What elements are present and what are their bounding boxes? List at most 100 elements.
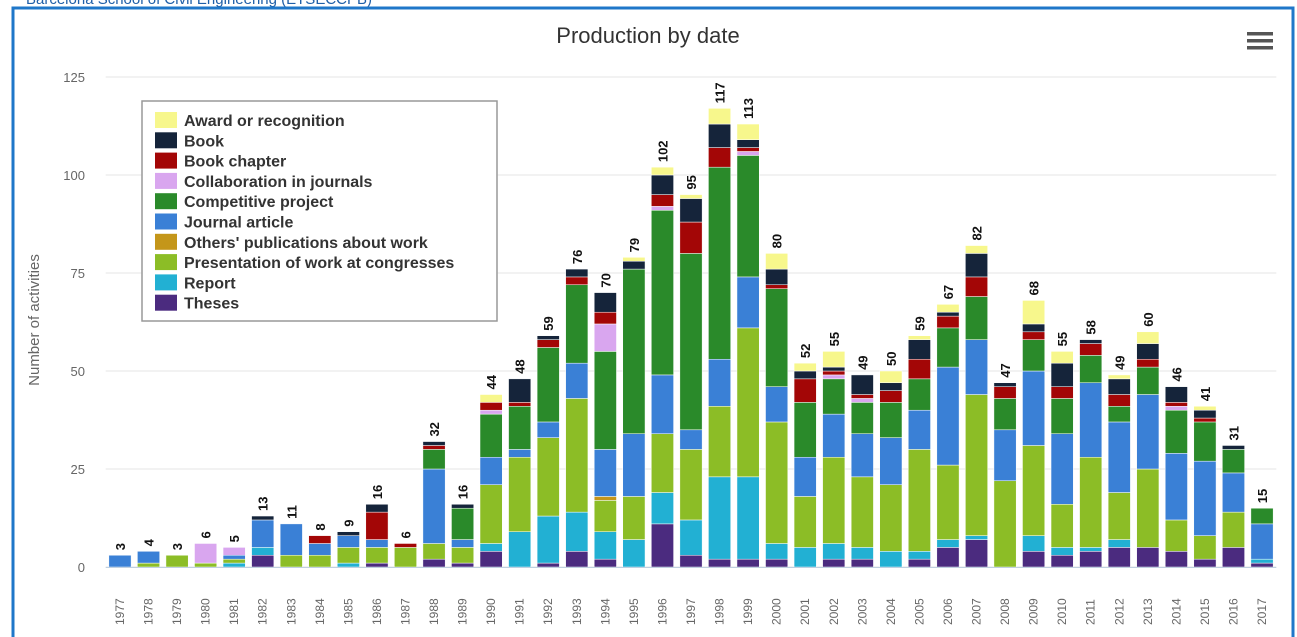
bar-segment — [394, 547, 417, 568]
bar-segment — [679, 519, 703, 556]
x-tick-label: 2017 — [1255, 598, 1269, 625]
bar-segment — [736, 139, 760, 148]
x-tick-label: 1982 — [256, 598, 270, 625]
bar-segment — [822, 558, 846, 568]
bar-segment — [936, 304, 960, 313]
bar-segment — [1193, 535, 1217, 560]
total-label: 49 — [855, 355, 870, 369]
bar-segment — [565, 551, 589, 568]
bar-segment — [1250, 507, 1274, 525]
x-tick-label: 1992 — [541, 598, 555, 625]
total-label: 31 — [1226, 426, 1241, 440]
x-tick-label: 1984 — [313, 598, 327, 625]
legend-swatch — [155, 193, 177, 210]
y-tick-label: 50 — [71, 364, 85, 379]
bar-segment — [1164, 519, 1188, 552]
bar-segment — [822, 351, 846, 368]
bar-segment — [1250, 562, 1274, 568]
total-label: 4 — [142, 538, 157, 546]
total-label: 44 — [484, 374, 499, 389]
bar-segment — [1022, 331, 1045, 340]
x-tick-label: 1981 — [227, 598, 241, 625]
y-tick-label: 125 — [63, 70, 85, 85]
bar-segment — [536, 562, 560, 568]
bar-segment — [451, 507, 474, 540]
total-label: 60 — [1141, 312, 1156, 326]
bar-segment — [736, 276, 760, 329]
bar-segment — [993, 382, 1017, 387]
bar-segment — [593, 500, 617, 532]
x-tick-label: 2010 — [1055, 598, 1069, 625]
total-label: 46 — [1169, 367, 1184, 381]
legend-label: Book chapter — [184, 154, 286, 171]
bar-segment — [194, 562, 218, 568]
bar-segment — [1022, 339, 1045, 372]
bar-segment — [422, 445, 446, 450]
bar-segment — [908, 551, 931, 560]
legend-swatch — [155, 213, 177, 230]
bar-segment — [422, 441, 446, 446]
bar-segment — [593, 311, 617, 325]
x-tick-label: 1998 — [713, 598, 727, 625]
y-tick-label: 0 — [78, 560, 85, 575]
x-tick-label: 1986 — [370, 598, 384, 625]
bar-segment — [965, 539, 988, 568]
bar-segment — [422, 558, 446, 568]
total-label: 59 — [912, 316, 927, 330]
bar-segment — [793, 378, 817, 403]
bar-segment — [936, 311, 960, 317]
bar-segment — [793, 547, 817, 568]
bar-segment — [850, 402, 874, 434]
bar-segment — [765, 543, 789, 560]
bar-segment — [593, 558, 617, 568]
x-tick-label: 2013 — [1141, 598, 1155, 625]
total-label: 16 — [370, 485, 385, 499]
bar-segment — [137, 562, 160, 568]
x-tick-label: 1993 — [570, 598, 584, 625]
bar-segment — [1079, 355, 1103, 384]
menu-bar[interactable] — [1247, 32, 1273, 36]
menu-button[interactable] — [1247, 32, 1273, 50]
total-label: 9 — [341, 519, 356, 526]
legend-label: Presentation of work at congresses — [184, 255, 454, 272]
x-tick-label: 1994 — [598, 598, 612, 625]
bar-segment — [1193, 421, 1217, 462]
x-tick-label: 1991 — [513, 598, 527, 625]
total-label: 95 — [684, 175, 699, 189]
x-tick-label: 1987 — [398, 598, 412, 625]
total-label: 3 — [170, 543, 185, 550]
bar-segment — [936, 366, 960, 466]
bar-segment — [993, 386, 1017, 399]
total-label: 80 — [770, 234, 785, 248]
bar-segment — [536, 339, 560, 348]
bar-segment — [679, 449, 703, 521]
bar-segment — [1222, 547, 1245, 568]
bar-segment — [1050, 433, 1074, 505]
bar-segment — [879, 484, 903, 552]
x-tick-label: 1977 — [113, 598, 127, 625]
bar-segment — [1136, 366, 1160, 395]
menu-bar[interactable] — [1247, 39, 1273, 43]
bar-segment — [394, 543, 417, 548]
bar-segment — [879, 370, 903, 384]
chart-title: Production by date — [556, 23, 739, 48]
bar-segment — [479, 484, 503, 544]
bar-segment — [1050, 362, 1074, 387]
bar-segment — [908, 339, 931, 360]
bar-segment — [565, 362, 589, 399]
bar-segment — [936, 464, 960, 540]
total-label: 32 — [427, 422, 442, 436]
bar-segment — [536, 421, 560, 438]
x-tick-label: 2009 — [1027, 598, 1041, 625]
bar-segment — [736, 123, 760, 140]
bar-segment — [793, 496, 817, 548]
legend-swatch — [155, 274, 177, 291]
menu-bar[interactable] — [1247, 46, 1273, 50]
bar-segment — [793, 362, 817, 372]
bar-segment — [1193, 558, 1217, 568]
bar-segment — [850, 398, 874, 403]
total-label: 41 — [1198, 387, 1213, 401]
bar-segment — [908, 335, 931, 340]
bar-segment — [1222, 449, 1245, 474]
bar-segment — [622, 268, 646, 434]
